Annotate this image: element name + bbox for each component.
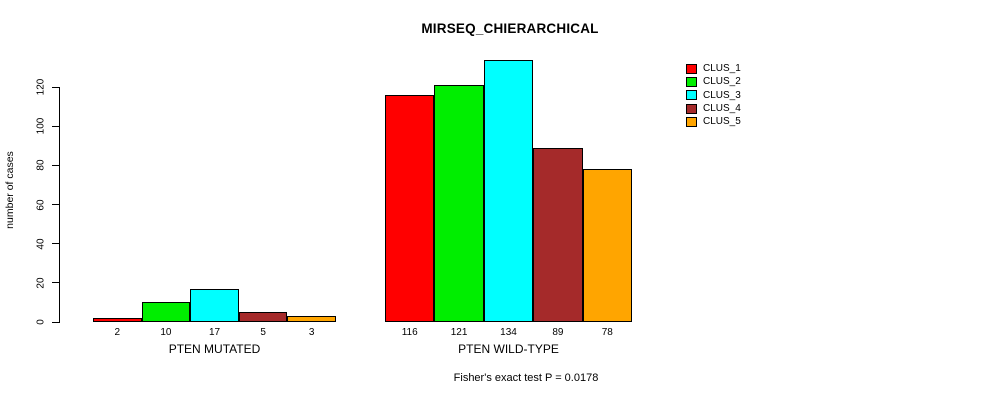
legend-item: CLUS_3 xyxy=(686,89,741,102)
y-axis-title: number of cases xyxy=(4,151,16,229)
bar-clus_2 xyxy=(141,302,191,322)
y-tick-label: 120 xyxy=(35,78,47,96)
y-tick-label: 40 xyxy=(35,238,47,250)
y-tick xyxy=(52,125,59,127)
y-tick xyxy=(52,86,59,88)
bar-value-label: 17 xyxy=(208,327,221,338)
legend-swatch-clus_5 xyxy=(686,116,697,127)
bar-clus_5 xyxy=(582,169,632,322)
bar-clus_4 xyxy=(533,147,583,322)
y-tick xyxy=(52,321,59,323)
legend-swatch-clus_1 xyxy=(686,63,697,74)
annotation-text: Fisher's exact test P = 0.0178 xyxy=(453,372,599,384)
bar-value-label: 89 xyxy=(552,327,564,338)
group-label: PTEN WILD-TYPE xyxy=(458,342,559,356)
legend-label: CLUS_5 xyxy=(703,116,741,128)
legend-item: CLUS_4 xyxy=(686,102,741,115)
bar-value-label: 134 xyxy=(500,327,517,338)
legend-label: CLUS_1 xyxy=(703,63,741,75)
y-axis-line xyxy=(59,87,60,323)
y-tick xyxy=(52,243,59,245)
bar-value-label: 78 xyxy=(601,327,613,338)
bar-clus_2 xyxy=(434,85,484,322)
y-tick-label: 100 xyxy=(35,117,47,135)
bar-value-label: 116 xyxy=(401,327,418,338)
bar-clus_1 xyxy=(93,318,142,322)
y-tick-label: 20 xyxy=(35,277,47,289)
bar-clus_3 xyxy=(483,59,534,322)
legend-swatch-clus_2 xyxy=(686,76,697,87)
bar-clus_5 xyxy=(287,316,336,322)
bar-clus_3 xyxy=(190,288,239,322)
legend-item: CLUS_5 xyxy=(686,115,741,128)
legend-label: CLUS_2 xyxy=(703,76,741,88)
bar-value-label: 5 xyxy=(260,327,266,338)
legend-item: CLUS_1 xyxy=(686,62,741,75)
legend-label: CLUS_3 xyxy=(703,89,741,101)
group-label: PTEN MUTATED xyxy=(168,342,261,356)
bar-value-label: 2 xyxy=(114,327,121,338)
y-tick-label: 0 xyxy=(35,319,47,325)
legend-swatch-clus_3 xyxy=(686,90,697,101)
y-tick xyxy=(52,164,59,166)
bar-value-label: 121 xyxy=(450,327,468,338)
legend: CLUS_1 CLUS_2 CLUS_3 CLUS_4 CLUS_5 xyxy=(686,62,741,128)
y-tick-label: 60 xyxy=(35,198,47,211)
chart-title: MIRSEQ_CHIERARCHICAL xyxy=(421,21,599,36)
bar-clus_4 xyxy=(238,312,288,322)
bar-value-label: 10 xyxy=(160,327,172,338)
y-tick-label: 80 xyxy=(35,159,47,171)
y-tick xyxy=(52,282,59,284)
bar-value-label: 3 xyxy=(308,327,315,338)
y-tick xyxy=(52,204,59,205)
legend-label: CLUS_4 xyxy=(703,103,741,115)
legend-item: CLUS_2 xyxy=(686,75,741,88)
legend-swatch-clus_4 xyxy=(686,103,697,114)
bar-clus_1 xyxy=(385,94,435,322)
